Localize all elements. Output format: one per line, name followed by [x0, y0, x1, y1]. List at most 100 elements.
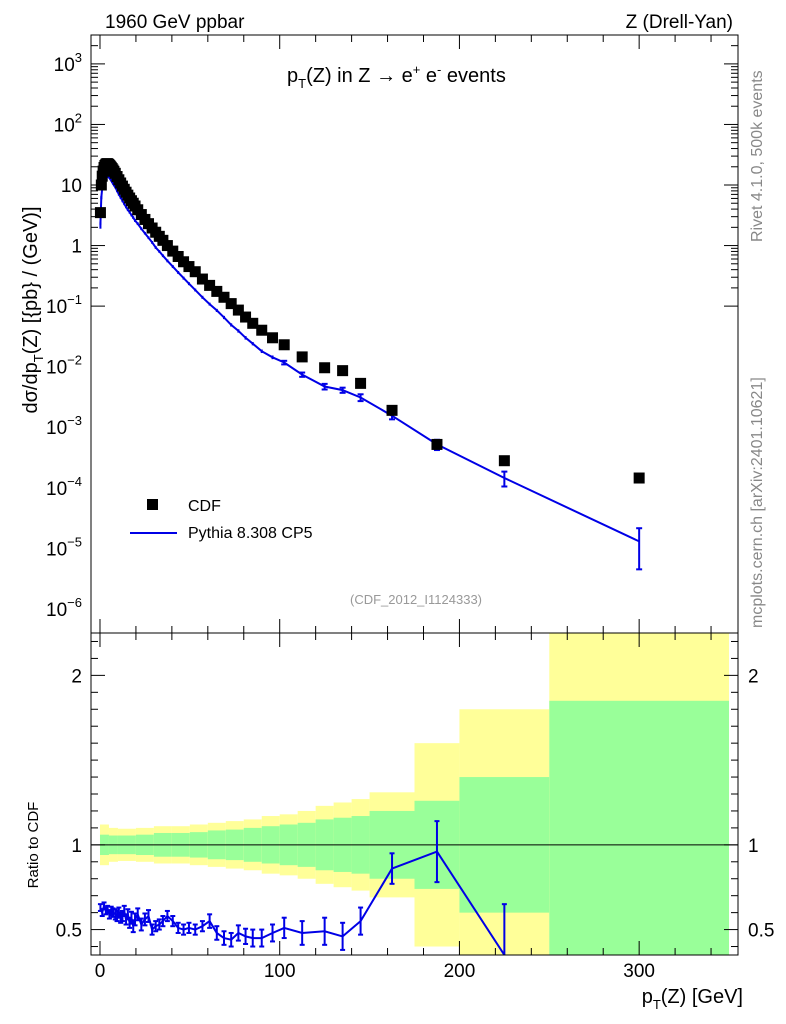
ratio-point — [434, 820, 440, 884]
data-point — [386, 404, 398, 416]
ratio-point — [221, 930, 227, 946]
ratio-point — [160, 915, 166, 928]
ratio-point — [228, 931, 234, 948]
ratio-y-tick-label-right: 0.5 — [748, 921, 774, 942]
ratio-point — [340, 921, 346, 951]
mc-line — [99, 174, 640, 543]
ratio-point — [281, 916, 287, 940]
ratio-point — [149, 923, 155, 936]
x-axis-label: pT(Z) [GeV] — [642, 986, 743, 1012]
ratio-y-tick-label-right: 2 — [748, 666, 759, 687]
data-point — [196, 273, 208, 285]
ratio-point — [243, 927, 249, 945]
legend: CDF Pythia 8.308 CP5 — [130, 498, 313, 542]
ratio-point — [132, 912, 138, 927]
mcplots-label: mcplots.cern.ch [arXiv:2401.10621] — [749, 377, 766, 628]
data-point — [225, 298, 237, 310]
x-tick-label: 200 — [444, 961, 476, 982]
mc-point — [281, 359, 288, 366]
y-tick-label: 10 — [61, 176, 82, 197]
mc-point — [636, 527, 643, 571]
ratio-point — [146, 909, 152, 923]
y-tick-label: 102 — [54, 110, 82, 136]
data-point — [95, 179, 107, 191]
ratio-axis-ticks — [91, 633, 738, 955]
data-point — [161, 240, 173, 252]
ratio-point — [192, 923, 198, 936]
data-point — [319, 362, 331, 374]
y-tick-label: 1 — [71, 237, 82, 258]
ratio-point — [207, 913, 213, 929]
svg-text:pT(Z) [GeV]: pT(Z) [GeV] — [642, 986, 743, 1012]
y-tick-label: 10−1 — [46, 292, 82, 318]
data-point — [633, 472, 645, 484]
data-point — [278, 339, 290, 351]
ratio-point — [322, 916, 328, 946]
ratio-point — [156, 918, 162, 931]
y-tick-label: 10−5 — [46, 534, 82, 560]
y-tick-label: 10−2 — [46, 353, 82, 379]
process-label: Z (Drell-Yan) — [626, 12, 733, 33]
svg-text:dσ/dpT(Z) [{pb} / (GeV)]: dσ/dpT(Z) [{pb} / (GeV)] — [20, 206, 46, 413]
ratio-point — [135, 907, 141, 922]
data-point — [355, 377, 367, 389]
ratio-y-tick-label-right: 1 — [748, 836, 759, 857]
y-tick-label: 10−3 — [46, 413, 82, 439]
ratio-point — [153, 920, 159, 933]
data-point — [498, 455, 510, 467]
mc-point — [321, 382, 328, 391]
ratio-point — [142, 912, 148, 927]
mc-point — [339, 386, 346, 394]
ratio-point — [501, 903, 507, 955]
mc-series-main — [99, 174, 643, 571]
energy-label: 1960 GeV ppbar — [105, 12, 245, 33]
ratio-point — [170, 915, 176, 928]
data-point — [256, 324, 268, 336]
ratio-y-tick-label: 2 — [71, 666, 82, 687]
ratio-point — [138, 917, 144, 932]
data-point — [267, 332, 279, 344]
analysis-label: (CDF_2012_I1124333) — [350, 592, 482, 607]
data-point — [240, 311, 252, 323]
ratio-y-tick-label: 0.5 — [56, 921, 82, 942]
upper-frame — [90, 34, 739, 634]
data-point — [232, 304, 244, 316]
mc-series-ratio — [97, 820, 507, 955]
ratio-point — [358, 906, 364, 936]
upper-axis-ticks — [91, 34, 738, 633]
rivet-label: Rivet 4.1.0, 500k events — [749, 70, 766, 242]
ratio-point — [181, 923, 187, 936]
ratio-point — [214, 925, 220, 941]
ratio-point — [235, 924, 241, 942]
ratio-point — [299, 920, 305, 946]
plot-title: pT(Z) in Z → e+ e- events — [287, 62, 506, 91]
ratio-y-label: Ratio to CDF — [25, 802, 42, 889]
ratio-point — [389, 852, 395, 885]
ratio-point — [270, 923, 276, 943]
ratio-point — [259, 928, 265, 948]
mc-point — [357, 393, 364, 403]
data-point — [337, 365, 349, 377]
data-point — [189, 266, 201, 278]
data-point — [247, 317, 259, 329]
data-point — [296, 351, 308, 363]
uncertainty-bands — [99, 633, 730, 955]
ratio-point — [175, 921, 181, 934]
legend-data-marker — [147, 499, 158, 510]
mc-point — [299, 371, 306, 378]
ratio-point — [164, 909, 170, 923]
ratio-point — [199, 920, 205, 933]
legend-mc-label: Pythia 8.308 CP5 — [188, 525, 313, 542]
x-tick-label: 300 — [623, 961, 655, 982]
x-tick-label: 0 — [95, 961, 106, 982]
mc-point — [501, 470, 508, 488]
ratio-point — [250, 928, 256, 948]
y-tick-label: 10−4 — [46, 474, 82, 500]
ratio-tick-labels: 0.5 0.5 1 1 2 2 0 100 200 300 — [56, 666, 775, 982]
data-point — [218, 291, 230, 303]
band-inner — [549, 700, 730, 955]
ratio-y-tick-label: 1 — [71, 836, 82, 857]
